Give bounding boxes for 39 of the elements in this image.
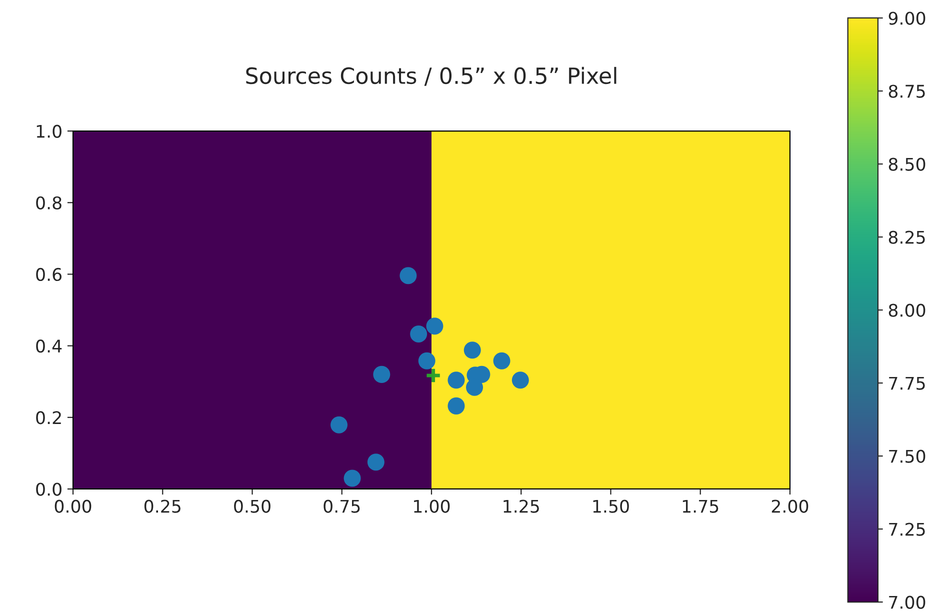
x-tick-label: 0.25: [144, 500, 180, 513]
point: [367, 454, 384, 471]
point: [512, 372, 529, 389]
y-tick-label: 0.8: [36, 196, 62, 210]
x-tick-label: 1.25: [504, 500, 539, 513]
y-tick-label: 0.4: [36, 340, 62, 353]
x-tick-label: 0.50: [234, 500, 270, 513]
point: [493, 352, 510, 370]
x-tick-label: 0.75: [324, 500, 360, 513]
y-tick-label: 0.6: [36, 268, 62, 282]
x-tick-label: 1.75: [682, 500, 718, 513]
color-bar-label: 8.00: [888, 304, 926, 317]
point: [410, 325, 428, 342]
point: [400, 267, 417, 284]
color-bar-label: 8.75: [888, 84, 925, 98]
point: [344, 470, 361, 487]
point: [426, 318, 444, 335]
color-bar-label: 8.50: [888, 158, 926, 171]
x-tick-label: 1.00: [414, 500, 450, 513]
x-tick-label: 1.50: [593, 500, 629, 513]
x-tick-label: 2.00: [772, 500, 808, 513]
point: [424, 367, 442, 384]
point: [330, 416, 348, 434]
point: [464, 342, 481, 359]
y-tick-label: 1.0: [36, 124, 62, 138]
color-bar-label: 7.50: [889, 450, 926, 463]
x-tick-label: 0.00: [54, 500, 92, 513]
point: [373, 366, 390, 383]
color-bar-label: 7.25: [889, 522, 925, 536]
y-tick-label: 0.2: [36, 411, 61, 424]
chart-title: Sources Counts / 0.5” x 0.5” Pixel: [246, 66, 616, 86]
y-tick-label: 0.0: [36, 482, 62, 496]
color-bar-label: 7.00: [889, 596, 926, 609]
color-bar-label: 7.75: [889, 376, 925, 390]
point: [418, 352, 436, 370]
point: [448, 372, 465, 389]
color-bar-label: 9.00: [888, 12, 926, 25]
color-bar-label: 8.25: [888, 230, 925, 244]
point: [448, 397, 465, 414]
